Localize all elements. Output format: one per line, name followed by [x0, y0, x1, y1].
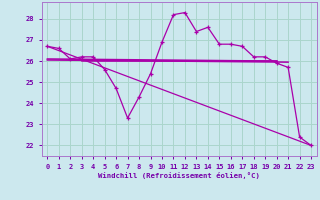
- X-axis label: Windchill (Refroidissement éolien,°C): Windchill (Refroidissement éolien,°C): [98, 172, 260, 179]
